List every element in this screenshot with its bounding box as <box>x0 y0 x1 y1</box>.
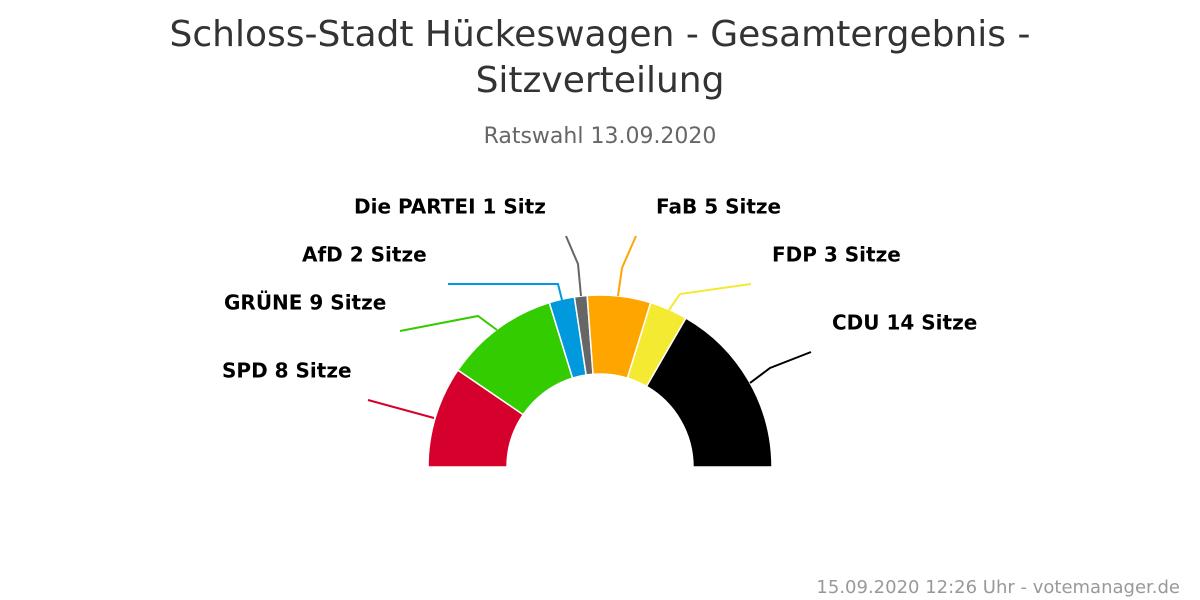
label-afd: AfD 2 Sitze <box>302 243 427 267</box>
labels-group: SPD 8 Sitze GRÜNE 9 Sitze AfD 2 Sitze Die P… <box>222 195 977 383</box>
label-spd: SPD 8 Sitze <box>222 359 352 383</box>
label-cdu: CDU 14 Sitze <box>832 311 977 335</box>
chart-subtitle: Ratswahl 13.09.2020 <box>483 124 717 149</box>
label-fab: FaB 5 Sitze <box>656 195 781 219</box>
chart-title: Schloss-Stadt Hückeswagen - Gesamtergebn… <box>169 14 1031 101</box>
credits-text[interactable]: 15.09.2020 12:26 Uhr - votemanager.de <box>816 577 1180 598</box>
connectors-group <box>367 235 812 419</box>
label-gruene: GRÜNE 9 Sitze <box>224 291 386 315</box>
slices-group <box>427 294 773 468</box>
connector-cdu <box>749 351 812 384</box>
connector-gruene <box>399 314 498 332</box>
slice-cdu[interactable] <box>645 317 773 468</box>
label-fdp: FDP 3 Sitze <box>772 243 901 267</box>
connector-fdp <box>668 283 752 311</box>
connector-fab <box>617 235 637 297</box>
connector-spd <box>367 399 435 419</box>
connector-afd <box>448 283 563 301</box>
connector-die-partei <box>565 235 582 297</box>
label-die-partei: Die PARTEI 1 Sitz <box>354 195 546 219</box>
